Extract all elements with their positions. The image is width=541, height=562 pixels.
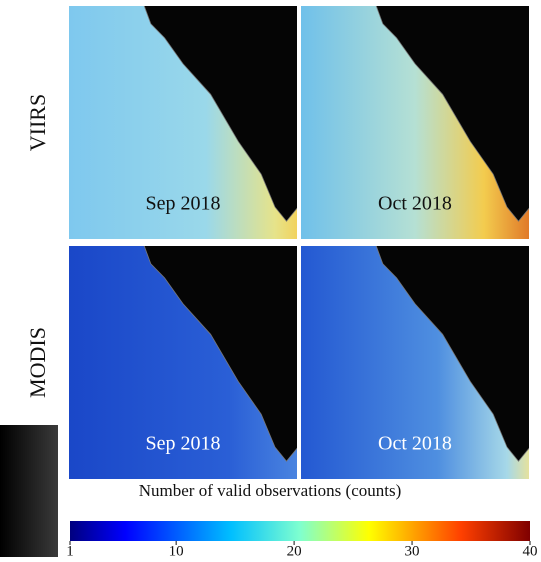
panel-label: Oct 2018 (378, 432, 452, 454)
figure: Number of valid observations (counts) VI… (0, 0, 541, 557)
panel-label: Sep 2018 (146, 192, 221, 214)
panel-label: Sep 2018 (146, 432, 221, 454)
colorbar-tick-label: 40 (523, 543, 538, 557)
colorbar-tick-label: 30 (405, 543, 420, 557)
colorbar (70, 521, 530, 541)
colorbar-tick-label: 1 (66, 543, 74, 557)
colorbar-title: Number of valid observations (counts) (139, 481, 402, 500)
row-label: VIIRS (25, 94, 50, 151)
panel-label: Oct 2018 (378, 192, 452, 214)
colorbar-tick-label: 10 (169, 543, 184, 557)
colorbar-tick-label: 20 (287, 543, 302, 557)
dark-corner (0, 425, 58, 557)
row-label: MODIS (25, 327, 50, 398)
